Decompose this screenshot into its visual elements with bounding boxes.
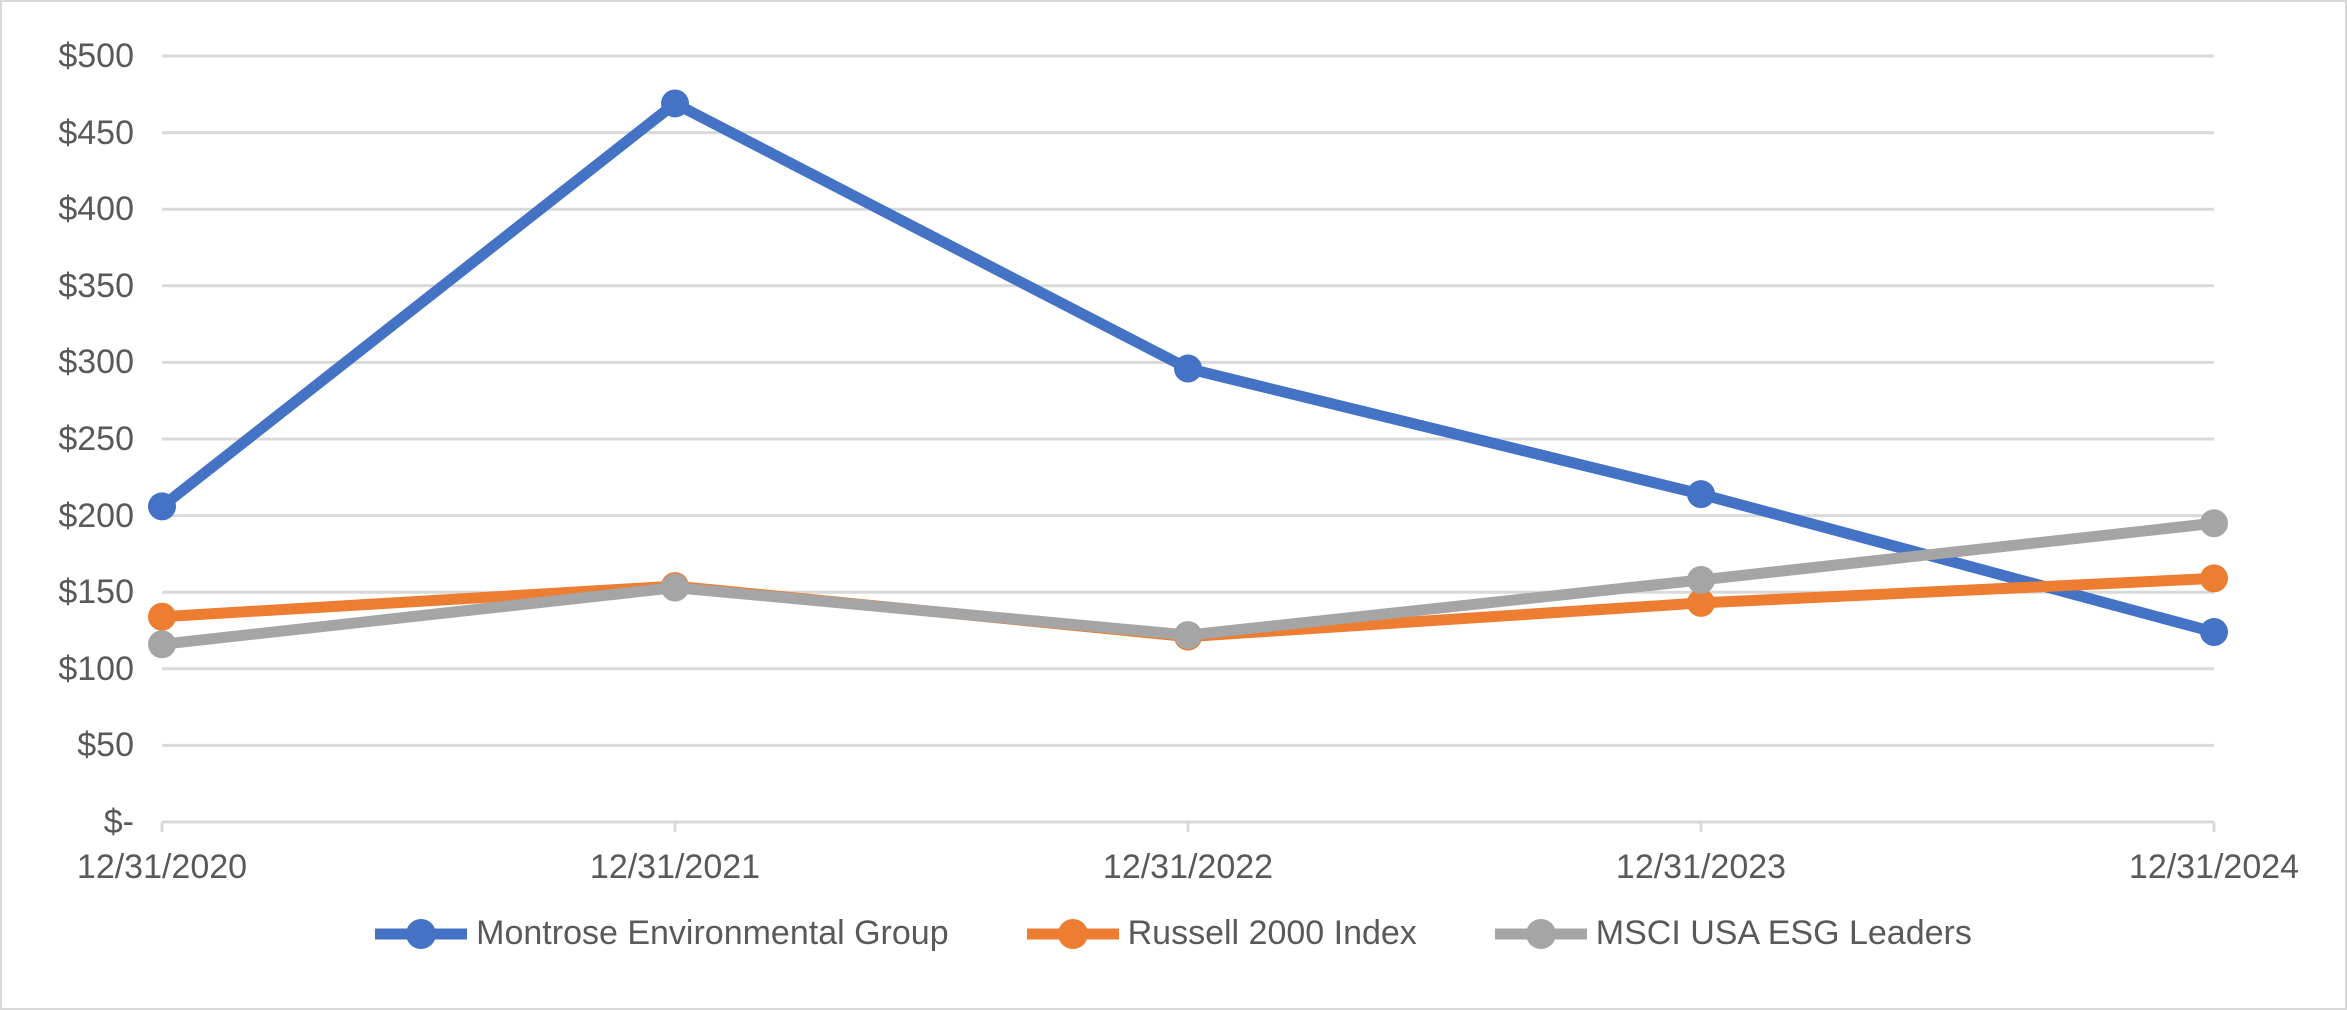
data-point [2200, 618, 2228, 647]
legend-item: Montrose Environmental Group [375, 914, 949, 953]
x-tick-label: 12/31/2023 [1615, 848, 1787, 886]
data-point [661, 573, 689, 602]
x-tick-label: 12/31/2024 [2128, 848, 2300, 886]
data-point [2200, 564, 2228, 593]
data-point [661, 89, 689, 118]
chart-legend: Montrose Environmental Group Russell 2000… [2, 914, 2345, 953]
data-point [1687, 565, 1715, 594]
data-point [2200, 509, 2228, 538]
y-tick-label: $400 [58, 190, 134, 229]
legend-item: MSCI USA ESG Leaders [1494, 914, 1972, 953]
y-tick-label: $300 [58, 343, 134, 382]
legend-label: Russell 2000 Index [1127, 914, 1417, 952]
legend-marker-icon [1494, 918, 1587, 949]
y-tick-label: $350 [58, 266, 134, 305]
y-tick-label: $250 [58, 420, 134, 458]
y-tick-label: $500 [58, 37, 134, 75]
data-point [1687, 480, 1715, 509]
data-point [148, 602, 176, 631]
legend-marker-icon [1026, 918, 1119, 949]
data-point [1174, 354, 1202, 383]
data-point [1687, 588, 1715, 617]
data-point [148, 630, 176, 659]
x-tick-label: 12/31/2020 [76, 848, 248, 886]
y-tick-label: $150 [58, 573, 134, 612]
x-tick-label: 12/31/2021 [589, 848, 761, 886]
x-tick-label: 12/31/2022 [1102, 848, 1274, 886]
legend-label: Montrose Environmental Group [476, 914, 949, 952]
y-tick-label: $450 [58, 113, 134, 152]
y-tick-label: $200 [58, 496, 134, 535]
legend-item: Russell 2000 Index [1026, 914, 1417, 953]
legend-label: MSCI USA ESG Leaders [1595, 914, 1972, 952]
y-tick-label: $- [103, 803, 134, 841]
data-point [148, 492, 176, 521]
legend-marker-icon [375, 918, 468, 949]
y-tick-label: $50 [77, 726, 134, 765]
data-point [1174, 621, 1202, 650]
y-tick-label: $100 [58, 649, 134, 688]
